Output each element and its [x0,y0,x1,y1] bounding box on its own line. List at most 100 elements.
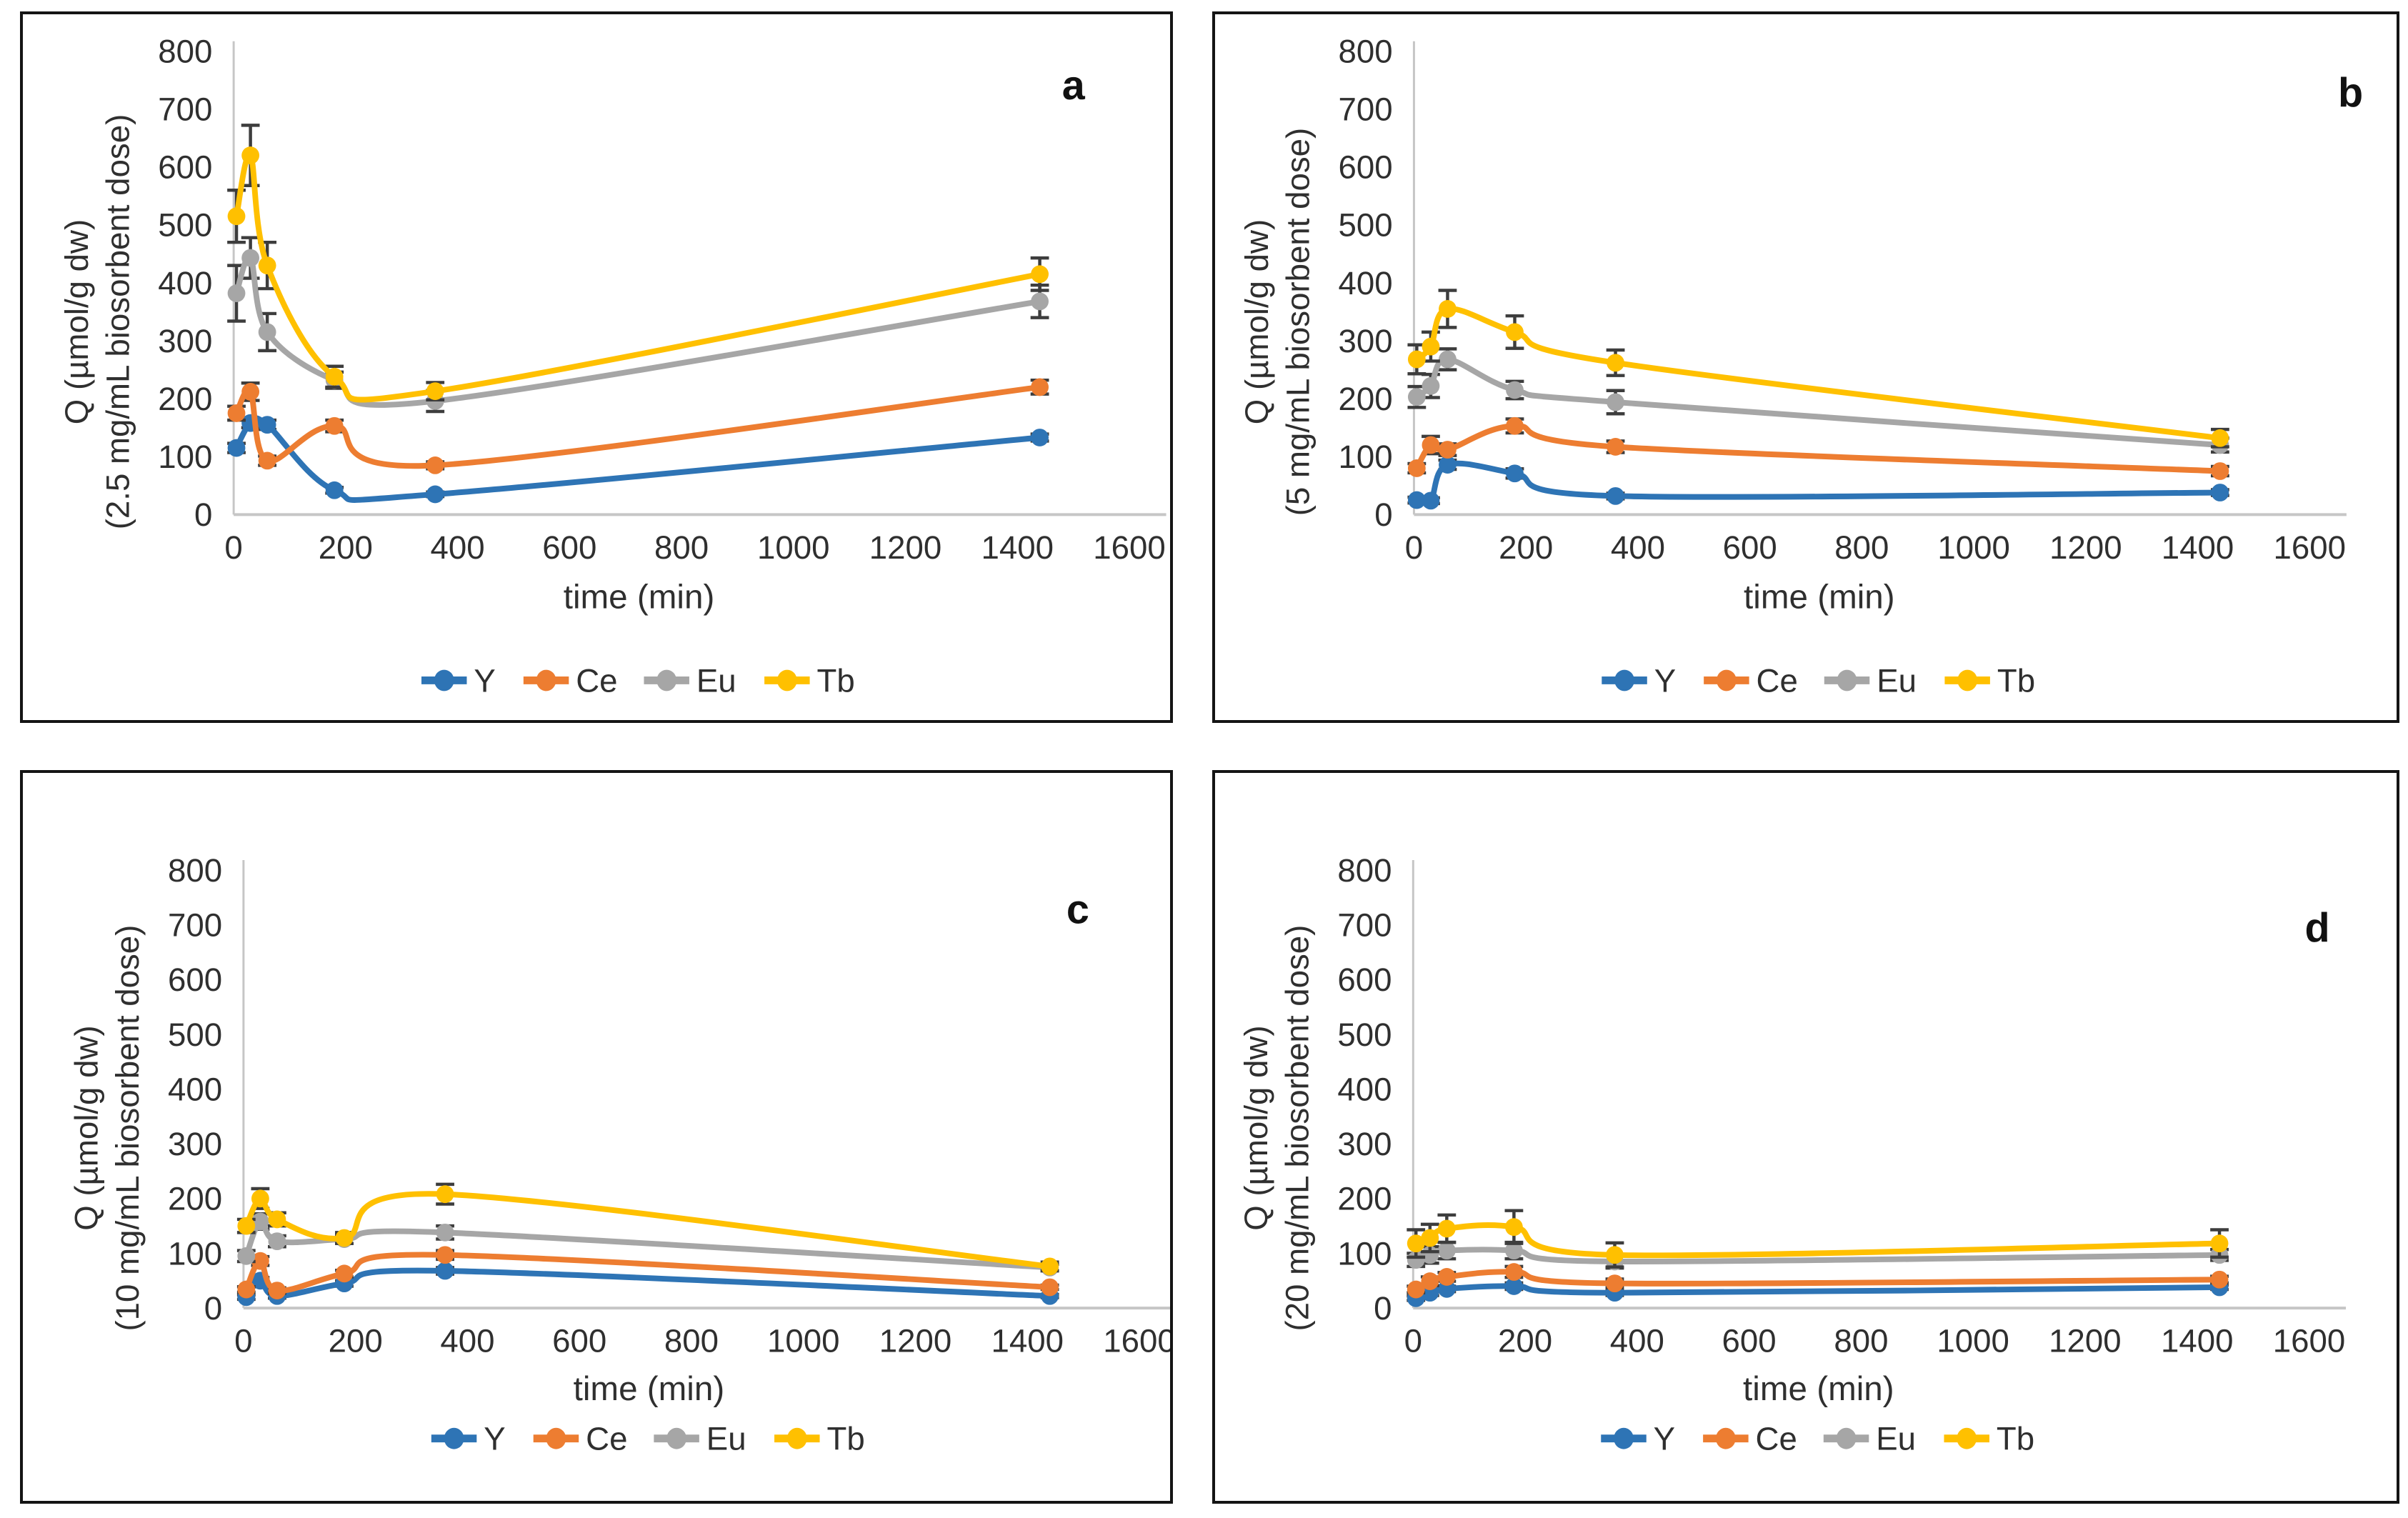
series-Tb [1407,1209,2229,1269]
svg-text:800: 800 [1834,1323,1888,1359]
x-tick-labels: 0 200 400 600 800 1000 1200 1400 1600 [1405,529,2346,566]
svg-text:300: 300 [158,323,212,359]
svg-text:400: 400 [168,1071,222,1107]
svg-text:1400: 1400 [981,529,1054,566]
series-Y-markers [227,414,1049,504]
legend-item-Y: Y [431,1421,506,1457]
x-axis-title: time (min) [574,1370,725,1408]
svg-text:1600: 1600 [1093,529,1166,566]
y-tick-labels: 0 100 200 300 400 500 600 700 800 [168,852,222,1327]
svg-text:Eu: Eu [1877,662,1917,699]
svg-text:1000: 1000 [1937,529,2010,566]
svg-text:Q (µmol/g dw): Q (µmol/g dw) [68,1025,104,1230]
svg-text:Ce: Ce [1756,1421,1797,1457]
svg-text:Ce: Ce [576,662,617,699]
svg-text:Q (µmol/g dw): Q (µmol/g dw) [59,219,95,424]
svg-text:800: 800 [654,529,709,566]
legend-item-Eu: Eu [644,662,736,699]
svg-text:Ce: Ce [1757,662,1798,699]
svg-text:100: 100 [168,1235,222,1272]
series-Tb [236,1182,1059,1276]
series-Tb-error-bars [227,124,1049,401]
legend-item-Tb: Tb [774,1421,865,1457]
svg-text:0: 0 [1374,1290,1392,1327]
svg-text:Y: Y [474,662,495,699]
axes [1412,860,2347,1310]
series-Ce [1407,1263,2229,1299]
chart-b: 0 100 200 300 400 500 600 700 800 0 200 400 600 800 10… [1239,33,2363,699]
svg-text:300: 300 [1339,323,1393,359]
series-Y-markers [237,1262,1059,1307]
series-Ce [236,1246,1059,1299]
series-Eu-line [234,254,1043,408]
svg-text:Eu: Eu [696,662,736,699]
series-Tb-line [234,151,1043,403]
y-axis-title: Q (µmol/g dw) (20 mg/mL biosorbent dose) [1238,925,1316,1332]
svg-text:Ce: Ce [586,1421,627,1457]
svg-text:Tb: Tb [1997,662,2035,699]
series-Y [227,414,1049,504]
svg-text:Tb: Tb [1997,1421,2034,1457]
svg-text:700: 700 [158,91,212,128]
svg-text:Y: Y [1654,662,1676,699]
svg-text:500: 500 [168,1017,222,1053]
series-Tb-line [1413,1222,2223,1259]
y-axis-title: Q (µmol/g dw) (2.5 mg/mL biosorbent dose) [59,114,136,530]
svg-text:400: 400 [1337,1071,1392,1107]
svg-text:300: 300 [1337,1126,1392,1162]
svg-text:700: 700 [1339,91,1393,128]
panel-letter: a [1062,63,1086,109]
panel-b: 0 100 200 300 400 500 600 700 800 0 200 400 600 800 10… [1212,11,2399,723]
svg-text:600: 600 [1723,529,1777,566]
series-Y-line [1413,1283,2223,1302]
svg-text:400: 400 [1611,529,1665,566]
series-Y-line [243,1267,1053,1300]
chart-d: 0 100 200 300 400 500 600 700 800 0 200 400 600 800 10… [1238,852,2347,1457]
axes [232,41,1166,516]
legend-item-Ce: Ce [1703,1421,1797,1457]
series-Tb-markers [237,1185,1059,1276]
legend-item-Ce: Ce [523,662,618,699]
x-tick-labels: 0 200 400 600 800 1000 1200 1400 1600 [224,529,1165,566]
svg-text:1200: 1200 [869,529,942,566]
series-Ce-line [1414,423,2223,474]
svg-text:Eu: Eu [706,1421,746,1457]
legend-item-Y: Y [421,662,496,699]
series-Ce-markers [237,1246,1059,1299]
svg-text:(5 mg/mL biosorbent dose): (5 mg/mL biosorbent dose) [1280,128,1317,516]
svg-text:Q (µmol/g dw): Q (µmol/g dw) [1238,1025,1274,1230]
svg-text:400: 400 [431,529,485,566]
panel-letter: b [2338,70,2363,116]
svg-text:1400: 1400 [2161,1323,2234,1359]
panel-d: 0 100 200 300 400 500 600 700 800 0 200 400 600 800 10… [1212,770,2399,1504]
legend: Y Ce Eu Tb [421,662,855,699]
svg-text:300: 300 [168,1126,222,1162]
series-Tb-markers [1407,300,2229,447]
series-Ce-markers [1407,1263,2229,1299]
y-axis-title: Q (µmol/g dw) (5 mg/mL biosorbent dose) [1239,128,1317,516]
series-Ce-line [234,384,1043,469]
chart-a: 0 100 200 300 400 500 600 700 800 0 200 400 600 800 10… [59,33,1166,699]
svg-text:1200: 1200 [2049,529,2122,566]
series-Y-markers [1407,456,2229,510]
svg-text:1600: 1600 [2274,529,2347,566]
legend-item-Tb: Tb [1944,662,2035,699]
svg-text:1200: 1200 [879,1323,952,1359]
series-Tb [227,124,1049,403]
panel-letter: d [2305,905,2330,951]
x-tick-labels: 0 200 400 600 800 1000 1200 1400 1600 [1404,1323,2346,1359]
svg-text:700: 700 [1337,907,1392,943]
axes [1412,41,2347,516]
series-Ce-error-bars [227,378,1049,471]
legend-item-Ce: Ce [1704,662,1798,699]
y-axis-title: Q (µmol/g dw) (10 mg/mL biosorbent dose) [68,925,146,1332]
svg-text:1000: 1000 [1937,1323,2009,1359]
series-Eu [227,236,1049,414]
series-Y [1407,456,2229,510]
svg-text:Tb: Tb [817,662,855,699]
svg-text:100: 100 [1337,1235,1392,1272]
svg-text:500: 500 [1337,1017,1392,1053]
y-tick-labels: 0 100 200 300 400 500 600 700 800 [1339,33,1393,533]
svg-text:0: 0 [1374,496,1392,533]
